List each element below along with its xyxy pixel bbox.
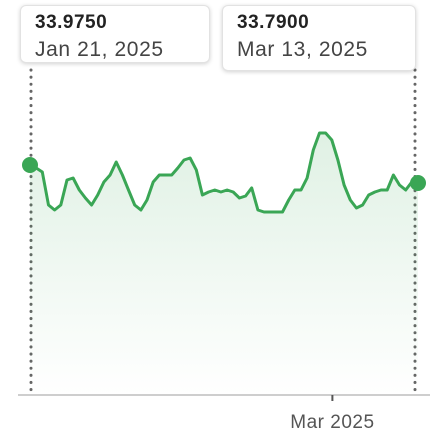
- tooltip-value: 33.7900: [237, 12, 310, 33]
- area: [30, 133, 418, 395]
- tooltip-date: Mar 13, 2025: [237, 38, 368, 61]
- x-tick-label: Mar 2025: [290, 412, 374, 433]
- tooltip: 33.9750 Jan 21, 2025: [20, 5, 210, 63]
- point-marker: [22, 156, 38, 173]
- tooltip-value: 33.9750: [35, 12, 108, 33]
- tooltip: 33.7900 Mar 13, 2025: [222, 5, 416, 71]
- line: [29, 131, 419, 214]
- point-marker: [410, 174, 426, 191]
- tooltip-date: Jan 21, 2025: [35, 38, 164, 61]
